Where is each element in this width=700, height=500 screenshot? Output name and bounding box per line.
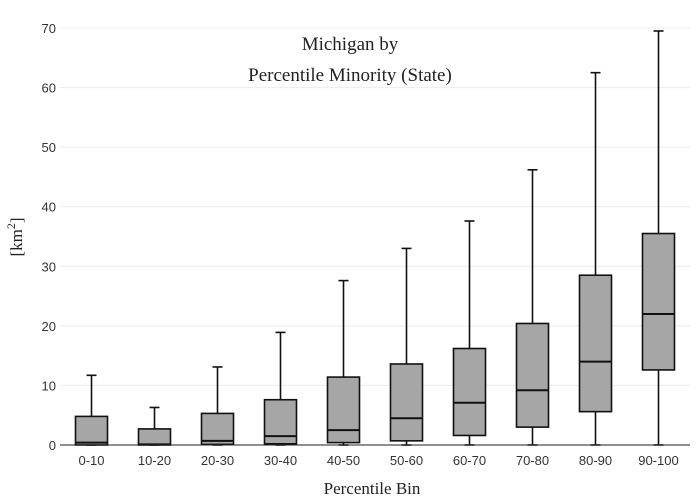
x-axis-title: Percentile Bin (324, 479, 421, 498)
y-tick-label: 50 (42, 140, 56, 155)
x-axis-ticks: 0-10 10-20 20-30 30-40 40-50 50-60 60-70 70-80 8… (78, 453, 678, 468)
iqr-box (578, 274, 613, 413)
y-tick-label: 10 (42, 378, 56, 393)
x-tick-label: 10-20 (138, 453, 171, 468)
chart-title-line-1: Michigan by (302, 34, 399, 55)
y-tick-label: 70 (42, 21, 56, 36)
x-tick-label: 50-60 (390, 453, 423, 468)
box-item-60-70 (452, 220, 487, 446)
x-tick-label: 30-40 (264, 453, 297, 468)
iqr-box (641, 232, 676, 371)
x-tick-label: 70-80 (516, 453, 549, 468)
y-tick-label: 30 (42, 259, 56, 274)
x-tick-label: 60-70 (453, 453, 486, 468)
y-axis-title: [km2] (4, 217, 26, 256)
iqr-box (263, 398, 298, 445)
box-item-80-90 (578, 71, 613, 446)
y-axis-title-superscript: 2 (4, 223, 18, 229)
y-tick-label: 0 (49, 438, 56, 453)
iqr-box (389, 363, 424, 442)
y-tick-label: 20 (42, 319, 56, 334)
box-item-90-100 (641, 30, 676, 446)
iqr-box (137, 428, 172, 446)
box-item-30-40 (263, 331, 298, 446)
x-tick-label: 90-100 (638, 453, 678, 468)
x-tick-label: 80-90 (579, 453, 612, 468)
x-tick-label: 40-50 (327, 453, 360, 468)
iqr-box (74, 415, 109, 446)
iqr-box (200, 412, 235, 446)
iqr-box (515, 322, 550, 428)
x-tick-label: 20-30 (201, 453, 234, 468)
box-item-70-80 (515, 168, 550, 446)
gridlines (60, 27, 690, 386)
box-item-20-30 (200, 366, 235, 446)
box-item-40-50 (326, 279, 361, 446)
box-item-10-20 (137, 406, 172, 446)
iqr-box (326, 376, 361, 444)
y-axis-title-base: [km (7, 229, 26, 256)
y-axis-ticks: 0 10 20 30 40 50 60 70 (42, 21, 56, 453)
y-tick-label: 40 (42, 200, 56, 215)
box-item-50-60 (389, 247, 424, 446)
y-tick-label: 60 (42, 81, 56, 96)
chart-title-line-2: Percentile Minority (State) (248, 65, 452, 86)
box-series (74, 30, 676, 446)
box-item-0-10 (74, 374, 109, 446)
x-tick-label: 0-10 (78, 453, 104, 468)
iqr-box (452, 347, 487, 437)
y-axis-title-close: ] (7, 217, 26, 223)
